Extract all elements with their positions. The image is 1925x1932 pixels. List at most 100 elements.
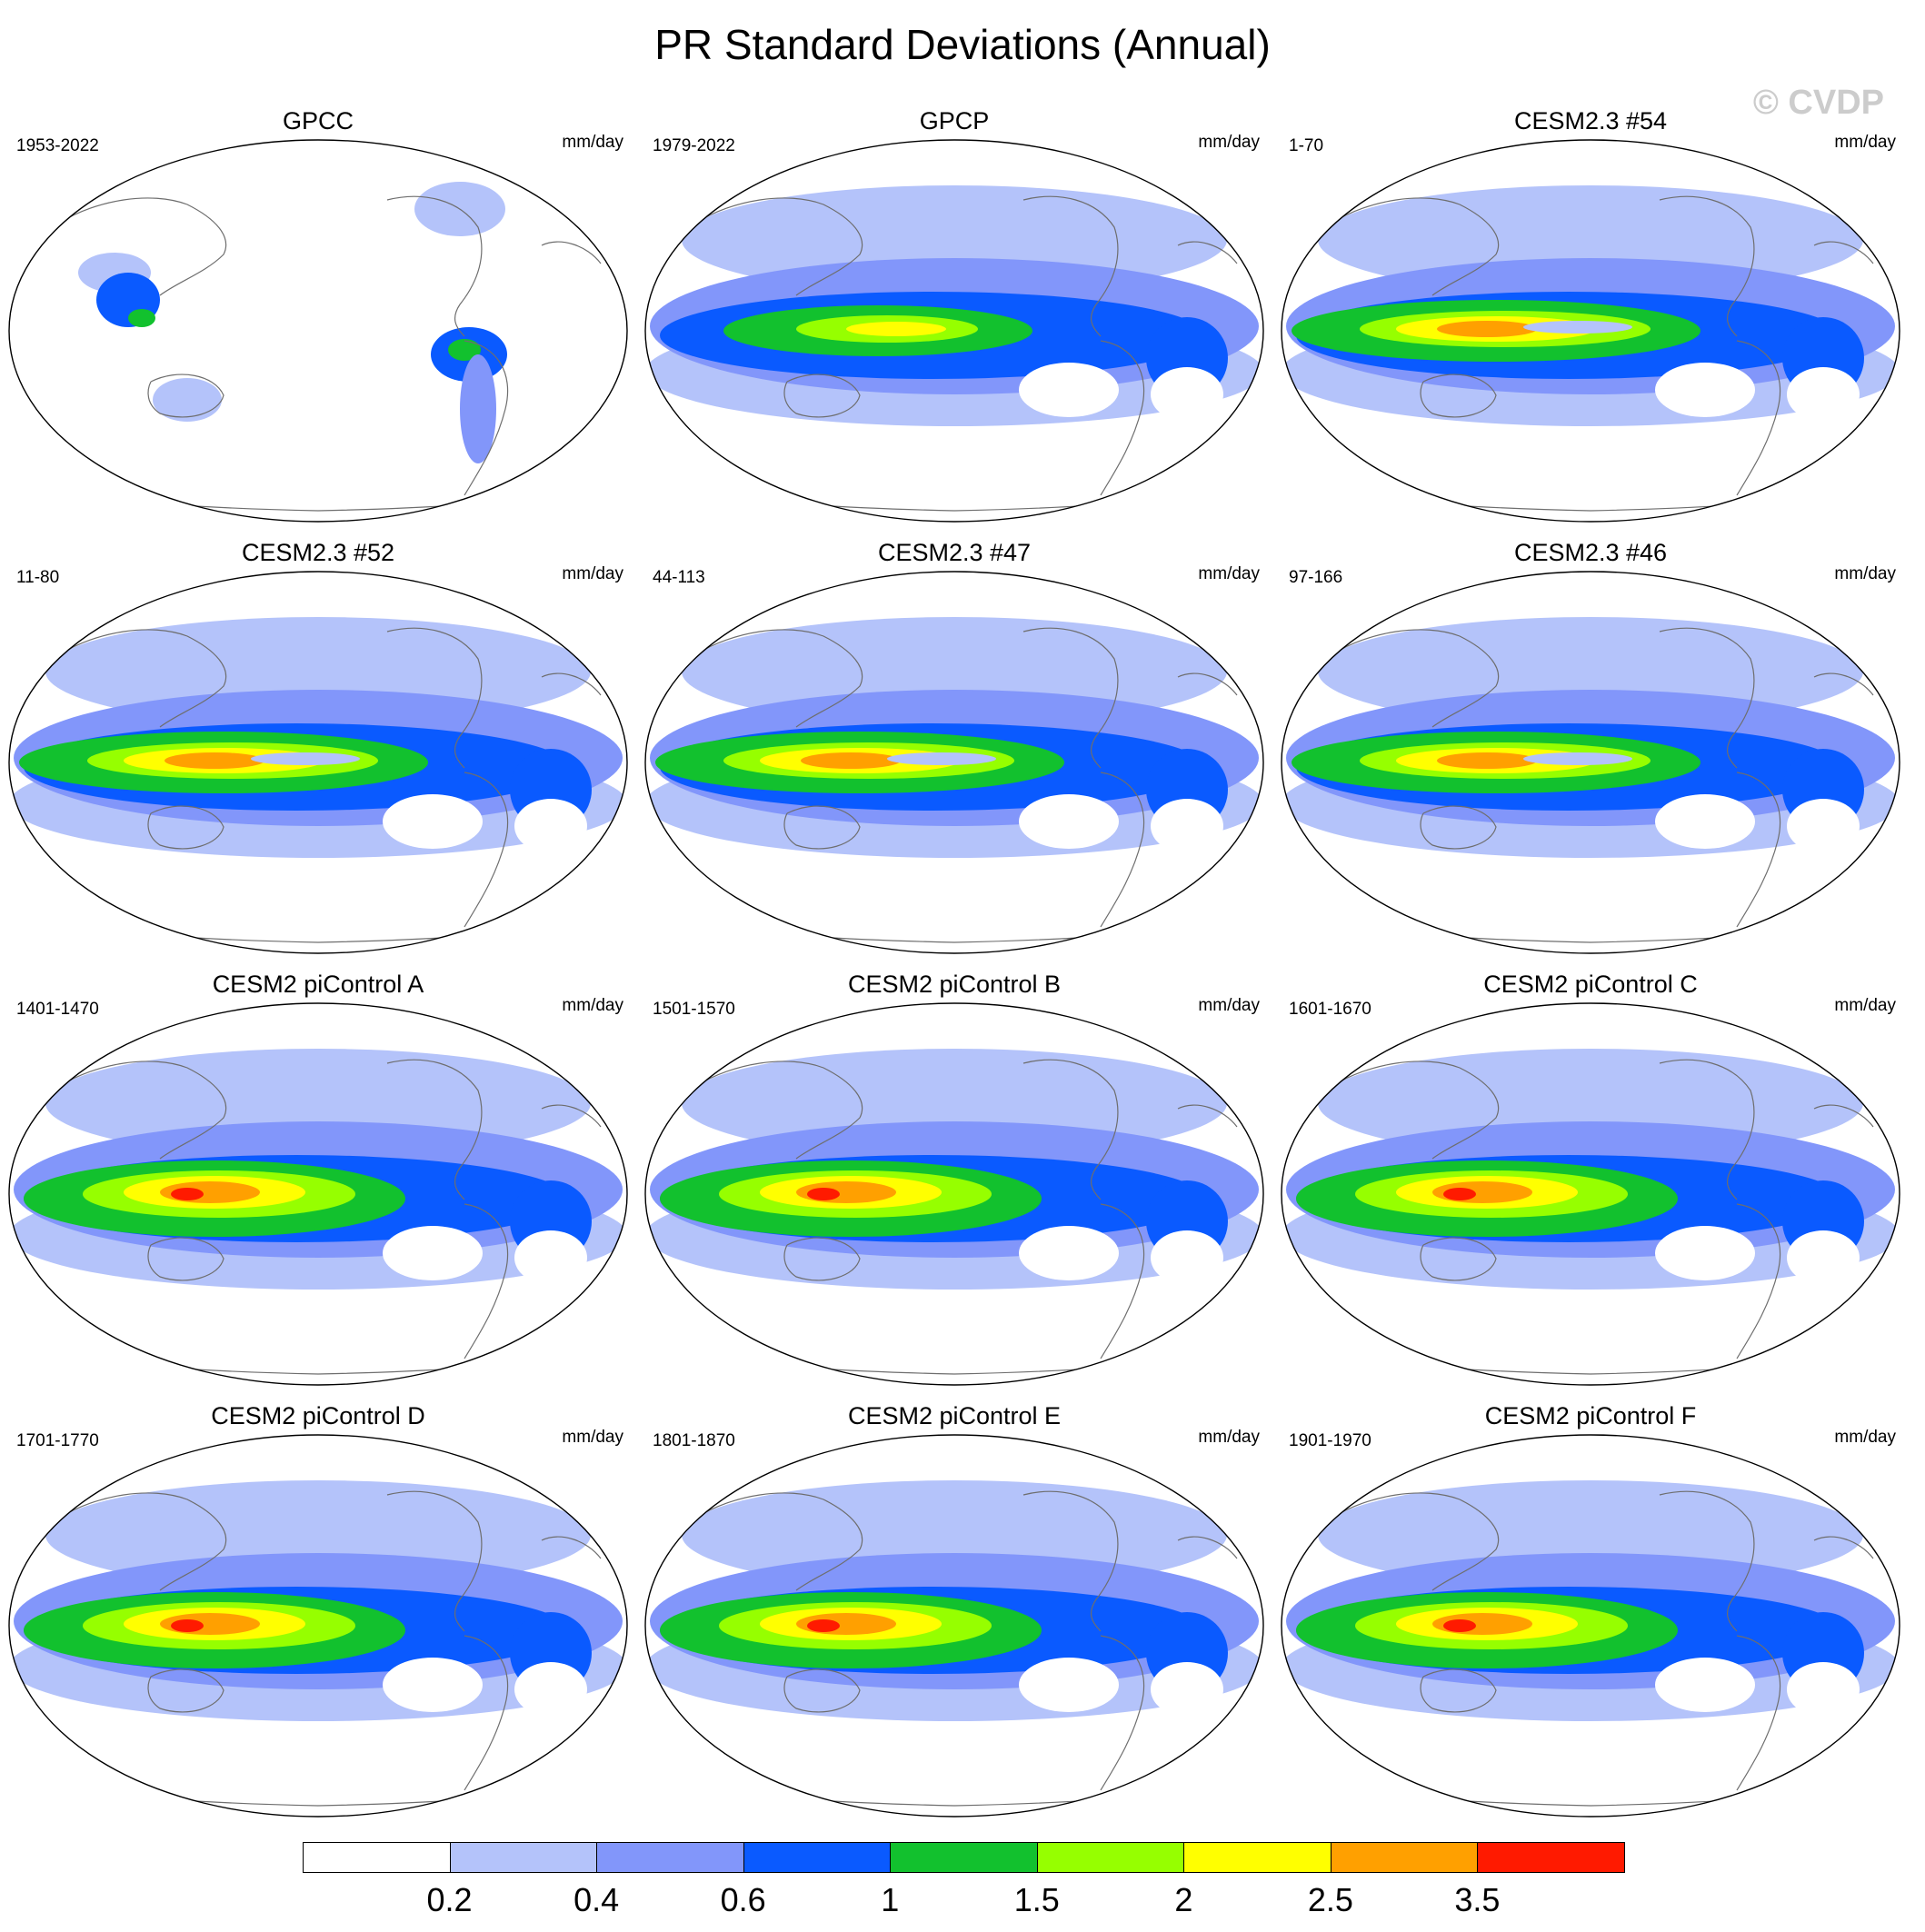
coastline [386,1059,483,1200]
coastline [59,1061,227,1160]
coastline [1100,340,1145,496]
colorbar-label: 0.2 [426,1881,473,1918]
map-panel: CESM2.3 #54 1-70 mm/day [1272,107,1909,534]
antarctica [73,1774,564,1814]
pacific-red [171,1619,204,1632]
precip-field [78,182,507,463]
coastline [783,805,861,850]
pacific-cold-tongue [1523,752,1632,765]
map-panel: CESM2.3 #46 97-166 mm/day [1272,539,1909,966]
world-map [644,571,1264,954]
antarctica [709,1774,1200,1814]
pacific-red [1443,1188,1476,1200]
coastline [386,627,483,769]
pacific-red [1443,1619,1476,1632]
colorbar-label: 2 [1174,1881,1193,1918]
coastline [1813,1104,1874,1128]
coastline [1736,1203,1781,1359]
colorbar-box [596,1842,744,1873]
panel-period: 1-70 [1289,136,1324,155]
coastline [1813,241,1874,264]
coastline [695,1061,863,1160]
pacific-cold-tongue [1523,321,1632,334]
precip-field [645,185,1263,519]
antarctica [73,911,564,951]
pacific-red [807,1188,840,1200]
coastline [464,772,509,928]
precip-field [9,1480,627,1814]
panel-units: mm/day [1834,1428,1896,1447]
map-border [644,139,1264,523]
colorbar-box [743,1842,892,1873]
panel-units: mm/day [562,133,623,152]
coastline [1420,1668,1497,1713]
southeast-pacific-dry [1655,363,1755,417]
world-map [644,1002,1264,1386]
map-border [644,1002,1264,1386]
panel-period: 1601-1670 [1289,1000,1371,1019]
panel-period: 1801-1870 [653,1431,735,1450]
panel-title: CESM2 piControl C [1483,971,1698,998]
map-border [8,1002,628,1386]
antarctica [73,1342,564,1382]
map-panel: CESM2 piControl C 1601-1670 mm/day [1272,971,1909,1398]
map-border [1281,571,1900,954]
coastline [1813,1536,1874,1559]
panel-units: mm/day [562,996,623,1015]
precip-field [1282,617,1900,951]
antarctica [1345,479,1836,519]
coastline [147,1668,224,1713]
map-border [8,139,628,523]
coastline [695,197,863,296]
south-atlantic-dry [1151,1662,1223,1717]
coastline [464,340,509,496]
precip-field [9,617,627,951]
coastline [1332,197,1500,296]
southeast-pacific-dry [383,794,483,849]
world-map [8,1002,628,1386]
colorbar-label: 1.5 [1013,1881,1060,1918]
coastline [1022,195,1119,337]
world-map [8,1434,628,1817]
coastline [541,1104,602,1128]
map-border [1281,1434,1900,1817]
colorbar-box [1330,1842,1479,1873]
antarctica [1345,1774,1836,1814]
panel-units: mm/day [562,564,623,583]
pacific-cold-tongue [887,752,996,765]
land-australia-light [153,378,222,422]
world-map [8,571,628,954]
panel-units: mm/day [1834,133,1896,152]
southeast-pacific-dry [1019,1658,1119,1712]
map-panel: CESM2 piControl B 1501-1570 mm/day [636,971,1272,1398]
coastline [1736,340,1781,496]
south-atlantic-dry [1151,367,1223,422]
land-maritime-green [128,309,155,327]
map-panel: GPCC 1953-2022 mm/day [0,107,636,534]
panel-period: 97-166 [1289,568,1343,587]
antarctica [709,1342,1200,1382]
coastline [1332,629,1500,728]
coastline [147,373,224,418]
panel-title: CESM2.3 #52 [241,539,395,566]
southeast-pacific-dry [383,1658,483,1712]
southeast-pacific-dry [1019,1226,1119,1280]
precip-field [645,617,1263,951]
map-border [8,571,628,954]
colorbar-box [1477,1842,1625,1873]
coastline [1420,373,1497,418]
coastline [1022,1490,1119,1632]
map-border [8,1434,628,1817]
antarctica [1345,911,1836,951]
page-title: PR Standard Deviations (Annual) [654,21,1271,68]
panel-units: mm/day [1834,996,1896,1015]
panel-period: 1701-1770 [16,1431,99,1450]
world-map [1281,571,1900,954]
coastline [59,1492,227,1591]
map-panel: CESM2.3 #47 44-113 mm/day [636,539,1272,966]
map-border [1281,139,1900,523]
world-map [8,139,628,523]
map-panel: CESM2.3 #52 11-80 mm/day [0,539,636,966]
coastline [783,373,861,418]
coastline [1659,195,1755,337]
